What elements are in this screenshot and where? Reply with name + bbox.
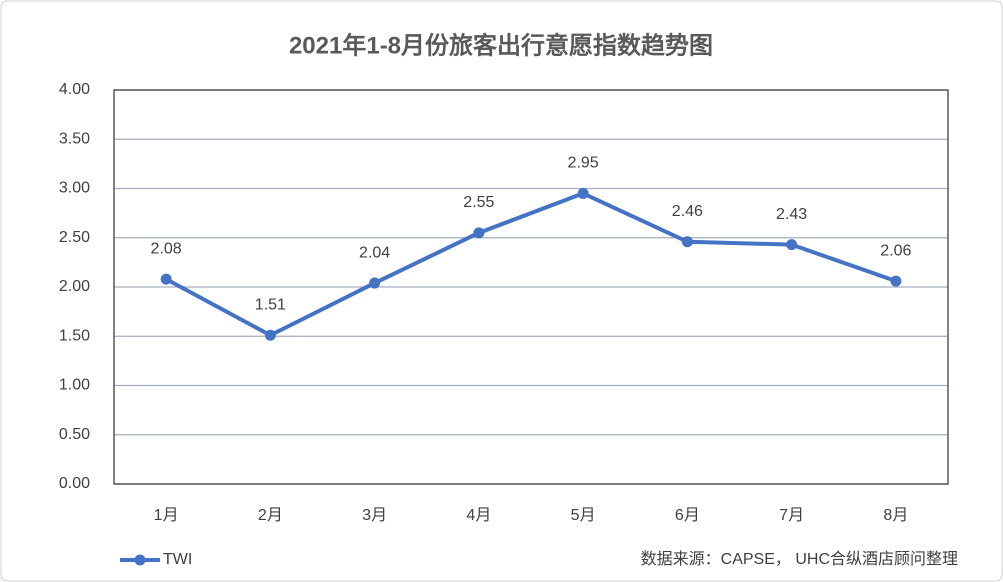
data-label: 2.55 — [463, 194, 494, 211]
data-point — [160, 273, 172, 285]
data-point — [681, 236, 693, 248]
legend-label: TWI — [163, 551, 192, 568]
data-point — [264, 329, 276, 341]
x-tick-label: 3月 — [362, 507, 387, 524]
y-tick-label: 2.00 — [59, 278, 90, 295]
data-point — [786, 239, 798, 251]
data-label: 2.06 — [880, 242, 911, 259]
source-note: 数据来源：CAPSE， UHC合纵酒店顾问整理 — [641, 550, 958, 568]
y-tick-label: 3.50 — [59, 130, 90, 147]
data-point — [577, 187, 589, 199]
series-line — [165, 191, 897, 338]
x-tick-label: 5月 — [571, 507, 596, 524]
y-tick-label: 3.00 — [59, 180, 90, 197]
data-label: 2.46 — [672, 203, 703, 220]
x-tick-label: 4月 — [466, 507, 491, 524]
data-label: 2.04 — [359, 244, 390, 261]
data-label: 2.43 — [776, 206, 807, 223]
y-tick-label: 2.50 — [59, 229, 90, 246]
data-point — [473, 227, 485, 239]
x-tick-label: 2月 — [258, 507, 283, 524]
y-tick-label: 4.00 — [59, 81, 90, 98]
x-tick-label: 8月 — [883, 507, 908, 524]
y-tick-label: 1.50 — [59, 327, 90, 344]
x-tick-label: 6月 — [675, 507, 700, 524]
data-label: 2.95 — [568, 155, 599, 172]
data-label: 2.08 — [151, 240, 182, 257]
data-label: 1.51 — [255, 296, 286, 313]
y-tick-label: 0.50 — [59, 426, 90, 443]
y-tick-label: 0.00 — [59, 475, 90, 492]
data-point — [890, 275, 902, 287]
x-tick-label: 7月 — [779, 507, 804, 524]
chart-title: 2021年1-8月份旅客出行意愿指数趋势图 — [289, 31, 713, 59]
legend-marker — [134, 554, 146, 566]
x-tick-label: 1月 — [154, 507, 179, 524]
plot-border — [113, 89, 949, 485]
y-tick-label: 1.00 — [59, 377, 90, 394]
data-point — [369, 277, 381, 289]
